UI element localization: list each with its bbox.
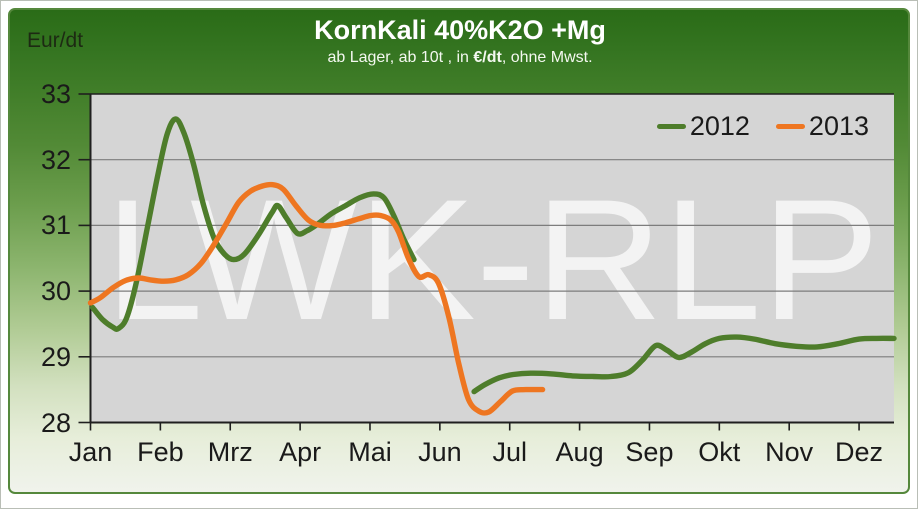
legend-label: 2013: [808, 111, 869, 141]
y-axis-label-31: 31: [40, 210, 71, 241]
x-axis-label-mai: Mai: [348, 437, 392, 467]
x-axis-label-aug: Aug: [555, 437, 604, 467]
x-axis-label-nov: Nov: [765, 437, 814, 467]
subtitle-text-post: , ohne Mwst.: [501, 49, 593, 66]
plot-area-background: [90, 94, 894, 423]
x-axis-label-mrz: Mrz: [207, 437, 253, 467]
x-axis-label-jun: Jun: [418, 437, 462, 467]
x-axis-label-sep: Sep: [625, 437, 674, 467]
x-axis-label-dez: Dez: [835, 437, 884, 467]
x-axis-label-feb: Feb: [137, 437, 184, 467]
legend-line-swatch-2012: [656, 123, 686, 129]
legend-item-2013: 2013: [775, 111, 869, 141]
x-axis-label-okt: Okt: [698, 437, 741, 467]
subtitle-text-pre: ab Lager, ab 10t , in: [327, 49, 474, 66]
legend: 2012 2013: [656, 111, 869, 141]
y-axis-label-29: 29: [40, 341, 71, 372]
y-axis-label-28: 28: [40, 407, 71, 438]
y-axis-unit-label: Eur/dt: [27, 29, 84, 52]
y-axis-label-32: 32: [40, 144, 71, 175]
x-axis-label-apr: Apr: [279, 437, 322, 467]
x-axis-label-jan: Jan: [68, 437, 113, 467]
chart-title: KornKali 40%K2O +Mg: [314, 15, 606, 45]
watermark-text: LWK-RLP: [105, 164, 880, 356]
legend-line-swatch-2013: [775, 123, 805, 129]
series-line-2012-seg2: [471, 334, 897, 395]
subtitle-text-unit: €/dt: [473, 49, 502, 66]
y-axis-label-30: 30: [40, 276, 71, 307]
legend-label: 2012: [689, 111, 750, 141]
x-axis-label-jul: Jul: [492, 437, 527, 467]
series-line-2013: [87, 181, 546, 416]
chart-subtitle: ab Lager, ab 10t , in €/dt, ohne Mwst.: [1, 49, 917, 67]
y-axis-label-33: 33: [40, 79, 71, 109]
legend-item-2012: 2012: [656, 111, 750, 141]
